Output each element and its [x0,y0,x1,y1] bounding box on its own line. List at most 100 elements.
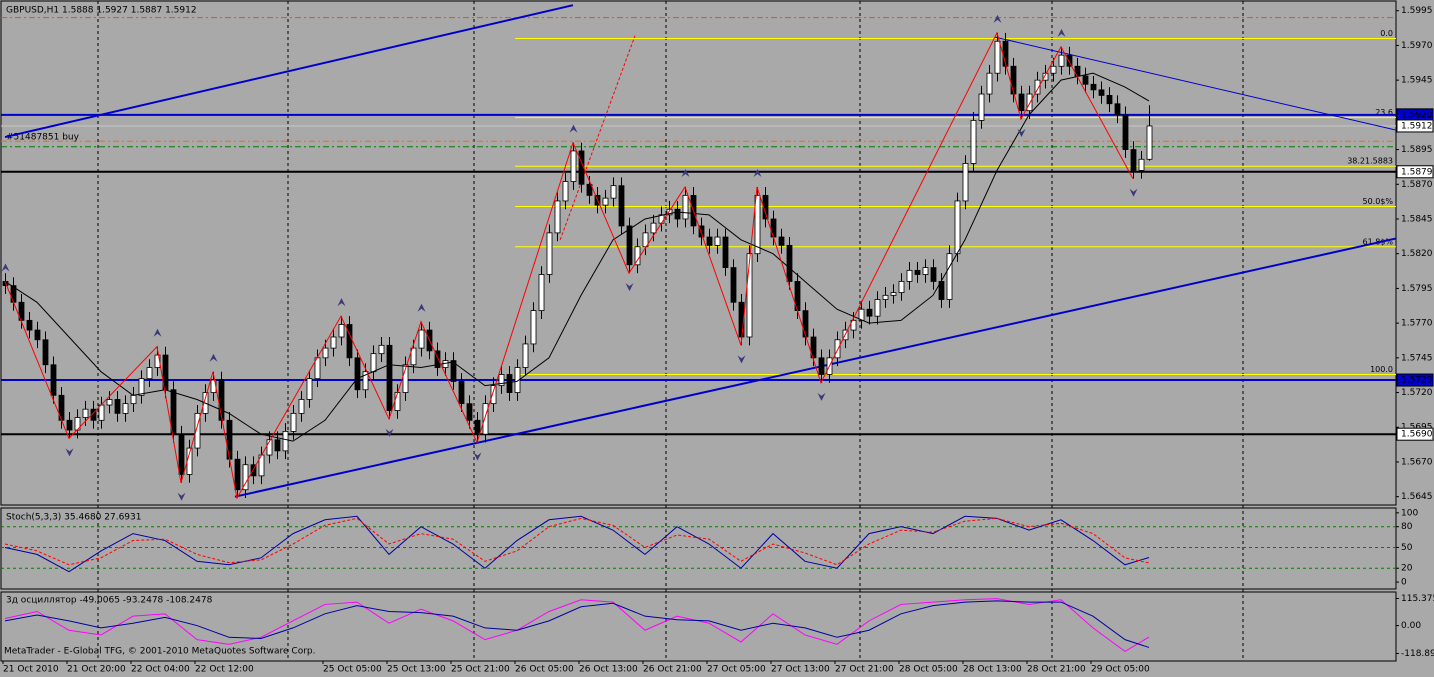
osc-panel [0,591,1397,662]
candle-body [490,385,497,405]
candle-body [306,378,313,400]
candle-body [554,200,561,234]
candle-body [626,225,633,266]
candle-body [146,367,153,380]
candle-body [1034,79,1041,95]
candle-body [386,344,393,411]
x-tick-label: 29 Oct 05:00 [1091,665,1150,675]
candle-body [498,374,505,386]
candle-body [330,336,337,349]
candle-body [18,301,25,321]
candle-body [522,343,529,368]
fractal-arrow [177,492,186,501]
candle-body [226,419,233,460]
candle-body [138,378,145,396]
candle-body [546,232,553,275]
candle-body [1130,149,1137,171]
candle-body [1082,75,1089,85]
price-box [1396,165,1434,179]
candle-body [354,357,361,391]
candle-body [410,347,417,366]
fractal-arrow [569,124,578,133]
y-tick-label: 1.5670 [1401,457,1433,467]
fractal-arrow [473,452,482,461]
fractal-arrow [417,303,426,312]
fib-label: 100.0 [1370,365,1393,374]
main-plot: #51487851 buy0.023.638.21.588350.0$%61.8… [1,4,1396,501]
stoch-label: Stoch(5,3,3) 35.4680 27.6931 [6,513,141,523]
fractal-arrow [625,283,634,292]
fractal-arrow [993,14,1002,23]
candle-body [66,419,73,431]
x-tick-label: 26 Oct 21:00 [643,665,702,675]
candle-body [978,93,985,121]
candle-body [338,324,345,338]
candle-body [570,150,577,182]
candle-body [434,350,441,368]
x-tick-label: 28 Oct 05:00 [899,665,958,675]
candle-body [1074,65,1081,77]
fractal-arrow [1017,129,1026,138]
fractal-arrow [1057,28,1066,37]
candle-body [370,353,377,373]
candle-body [914,269,921,275]
candle-body [650,222,657,234]
fractal-arrow [337,298,346,307]
fib-label: 38.21.5883 [1347,157,1393,166]
candle-body [1090,83,1097,91]
price-box-label: 1.5690 [1401,430,1433,440]
x-tick-label: 21 Oct 20:00 [67,665,126,675]
candle-body [682,194,689,220]
candle-body [866,308,873,317]
x-tick-label: 25 Oct 13:00 [387,665,446,675]
candle-body [298,399,305,414]
fib-label: 50.0$% [1362,197,1393,206]
axes: 1.5995 1.5970 1.5945 1.5895 1.5870 1.5845 1.58… [2,6,1434,675]
candle-body [26,319,33,331]
y-tick-label: 50 [1401,543,1413,553]
x-tick-label: 27 Oct 21:00 [835,665,894,675]
x-tick-label: 28 Oct 13:00 [963,665,1022,675]
candle-body [746,253,753,338]
fib-label: 23.6 [1375,108,1393,117]
candle-body [562,181,569,202]
candle-body [906,269,913,282]
candle-body [762,194,769,220]
candle-body [1146,125,1153,160]
stoch-plot [1,515,1396,573]
candle-body [1050,65,1057,74]
stoch-line [4,517,1150,566]
price-box [1396,427,1434,441]
x-tick-label: 25 Oct 21:00 [451,665,510,675]
price-box-label: 1.5879 [1401,167,1433,177]
y-tick-label: 1.5745 [1401,353,1433,363]
candle-body [466,403,473,421]
y-tick-label: 1.5895 [1401,145,1433,155]
price-box-label: 1.5729 [1401,376,1433,386]
candle-body [810,336,817,359]
y-tick-label: 0.00 [1401,621,1421,631]
candle-body [106,399,113,406]
candle-body [474,419,481,435]
candle-body [458,381,465,405]
candle-body [698,225,705,238]
candle-body [538,274,545,312]
candle-body [722,236,729,268]
candle-body [1122,114,1129,150]
candle-body [274,439,281,452]
candle-body [394,392,401,411]
x-tick-label: 26 Oct 05:00 [515,665,574,675]
candle-body [378,344,385,355]
candle-body [1106,95,1113,105]
candle-body [922,267,929,275]
candle-body [786,244,793,282]
candle-body [618,185,625,227]
candle-body [898,281,905,293]
y-tick-label: 100 [1401,508,1418,518]
candle-body [586,183,593,196]
candle-body [114,399,121,414]
candle-body [770,218,777,238]
candle-body [450,360,457,382]
